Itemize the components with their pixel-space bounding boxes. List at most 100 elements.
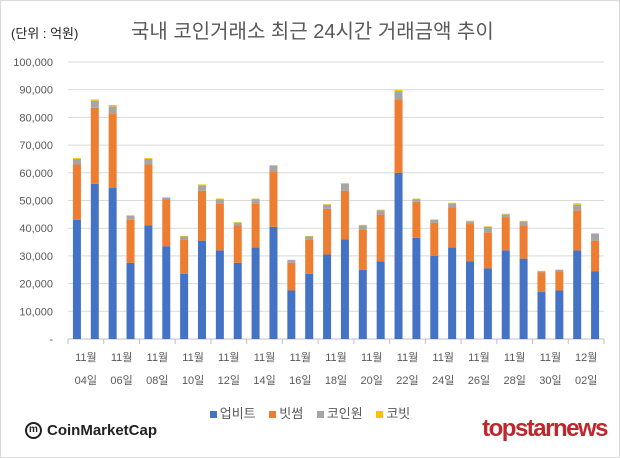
bar-segment xyxy=(483,268,492,339)
y-tick-label: 30,000 xyxy=(19,251,53,263)
bar-segment xyxy=(412,198,421,200)
bar-segment xyxy=(162,197,171,198)
bar-segment xyxy=(466,221,474,225)
bar-segment xyxy=(376,261,385,339)
y-tick-label: 40,000 xyxy=(19,223,53,235)
bar-segment xyxy=(233,222,242,226)
bar-segment xyxy=(198,185,206,191)
bar-segment xyxy=(537,272,546,292)
bar-segment xyxy=(108,113,117,189)
bar-segment xyxy=(430,222,439,256)
legend-label: 업비트 xyxy=(219,406,256,421)
x-tick-label: 11월 xyxy=(361,351,383,364)
bar-segment xyxy=(72,158,81,165)
bar-segment xyxy=(198,184,206,186)
bar-segment xyxy=(483,226,492,233)
x-tick-label: 18일 xyxy=(325,373,347,387)
coinmarketcap-icon: m xyxy=(25,422,42,439)
bar-segment xyxy=(126,219,135,263)
y-tick-label: 10,000 xyxy=(19,306,53,318)
bar-segment xyxy=(376,209,385,211)
bar-segment xyxy=(126,215,135,220)
x-tick-label: 14일 xyxy=(253,373,275,387)
bar-segment xyxy=(305,236,314,240)
legend-label: 코인원 xyxy=(326,406,363,421)
bar-segment xyxy=(537,271,546,273)
legend-swatch xyxy=(316,411,324,419)
y-tick-label: 20,000 xyxy=(19,279,53,291)
y-tick-label: 70,000 xyxy=(19,140,53,152)
bar-segment xyxy=(233,225,242,263)
legend-item-upbit: 업비트 xyxy=(209,406,256,421)
x-tick-label: 11월 xyxy=(218,351,240,364)
bar-segment xyxy=(394,99,403,173)
y-tick-label: - xyxy=(49,334,53,346)
x-tick-label: 11월 xyxy=(468,351,490,364)
bar-segment xyxy=(448,207,457,248)
legend-swatch xyxy=(209,411,217,419)
x-tick-label: 30일 xyxy=(539,373,561,387)
bar-segment xyxy=(340,183,349,184)
bar-segment xyxy=(162,199,171,247)
legend-item-korbit: 코빗 xyxy=(376,406,410,421)
bar-segment xyxy=(198,190,206,241)
bar-segment xyxy=(358,269,367,339)
bar-segment xyxy=(251,203,260,248)
y-tick-label: 80,000 xyxy=(19,112,53,124)
bar-segment xyxy=(323,204,332,209)
x-tick-label: 11월 xyxy=(504,351,526,364)
bar-segment xyxy=(430,219,439,220)
bar-segment xyxy=(269,171,278,227)
bar-segment xyxy=(323,204,332,205)
bar-segment xyxy=(501,214,510,218)
bar-segment xyxy=(573,250,582,339)
bar-segment xyxy=(215,250,224,339)
bar-segment xyxy=(340,183,349,191)
bar-segment xyxy=(287,260,296,263)
bar-segment xyxy=(412,201,421,238)
bar-segment xyxy=(358,224,367,226)
x-tick-label: 11월 xyxy=(289,351,311,364)
x-tick-label: 06일 xyxy=(110,373,132,387)
bar-segment xyxy=(72,219,81,339)
bar-segment xyxy=(180,239,189,274)
bar-segment xyxy=(180,273,189,339)
bar-segment xyxy=(555,290,564,339)
x-tick-label: 11월 xyxy=(397,351,419,364)
bar-segment xyxy=(573,210,582,251)
x-tick-label: 11월 xyxy=(147,351,169,364)
bar-segment xyxy=(323,208,332,255)
bar-segment xyxy=(251,198,260,200)
bar-segment xyxy=(430,219,439,223)
bar-segment xyxy=(269,165,278,166)
x-tick-label: 11월 xyxy=(540,351,562,364)
bar-segment xyxy=(251,199,260,204)
bar-segment xyxy=(394,89,403,92)
coinmarketcap-logo: m CoinMarketCap xyxy=(25,422,157,439)
unit-label: (단위 : 억원) xyxy=(11,26,79,41)
bar-segment xyxy=(90,100,99,108)
y-tick-label: 90,000 xyxy=(19,85,53,97)
bar-segment xyxy=(144,164,153,226)
bar-segment xyxy=(108,188,117,339)
bar-segment xyxy=(412,199,421,202)
bar-segment xyxy=(323,254,332,339)
chart-title: 국내 코인거래소 최근 24시간 거래금액 추이 xyxy=(131,21,494,43)
bar-segment xyxy=(180,236,189,240)
bar-segment xyxy=(287,290,296,339)
x-tick-label: 11월 xyxy=(111,351,133,364)
bar-segment xyxy=(448,203,457,208)
bar-segment xyxy=(90,99,99,101)
legend-swatch xyxy=(376,411,384,419)
legend-item-bithumb: 빗썸 xyxy=(269,406,303,421)
bar-segment xyxy=(466,220,474,222)
bar-segment xyxy=(555,269,564,272)
x-tick-label: 22일 xyxy=(396,373,418,387)
x-tick-label: 02일 xyxy=(575,373,597,387)
legend: 업비트 빗썸 코인원 코빗 xyxy=(1,403,619,422)
bar-segment xyxy=(483,232,492,269)
bar-segment xyxy=(215,198,224,200)
bar-segment xyxy=(394,91,403,100)
bar-segment xyxy=(215,199,224,204)
